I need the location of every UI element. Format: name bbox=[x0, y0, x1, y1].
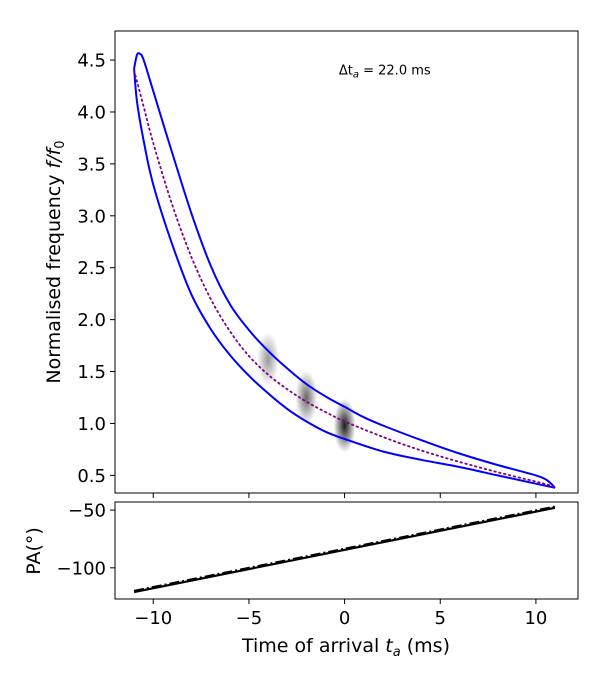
time-xtick-label: −10 bbox=[134, 608, 172, 629]
freq-ytick-label: 2.5 bbox=[77, 258, 106, 279]
envelope-lower bbox=[133, 68, 556, 489]
freq-ytick-label: 4.5 bbox=[77, 51, 106, 72]
pa-dashdot bbox=[133, 505, 556, 592]
time-xtick-label: −5 bbox=[236, 608, 263, 629]
pa-solid bbox=[133, 506, 556, 594]
delta-t-annotation: Δta = 22.0 ms bbox=[339, 63, 431, 80]
drift-center bbox=[133, 69, 556, 488]
freq-ytick-label: 2.0 bbox=[77, 310, 106, 331]
frequency-axes-frame bbox=[114, 30, 579, 494]
pa-axis-label: PA(°) bbox=[23, 527, 45, 575]
curve-layer bbox=[133, 52, 556, 489]
pa-ytick-label: −50 bbox=[68, 501, 106, 522]
time-xtick-label: 10 bbox=[524, 608, 547, 629]
freq-ytick-label: 4.0 bbox=[77, 102, 106, 123]
freq-ytick-label: 3.5 bbox=[77, 154, 106, 175]
pa-axes-frame bbox=[114, 501, 579, 600]
burst-1 bbox=[295, 370, 318, 425]
pa-panel: −100−50−10 −5 0 5 10 PA(°) Time of arrival t… bbox=[23, 501, 579, 660]
pa-curve-layer bbox=[133, 505, 556, 594]
freq-ytick-label: 3.0 bbox=[77, 206, 106, 227]
frequency-panel: 0.5 1.0 1.5 2.0 2.5 3.0 3.5 4.0 4.5 Δta = 22.0 m… bbox=[43, 30, 579, 498]
burst-2 bbox=[333, 398, 356, 453]
freq-ytick-label: 1.0 bbox=[77, 414, 106, 435]
freq-ytick-label: 1.5 bbox=[77, 362, 106, 383]
pa-ytick-label: −100 bbox=[57, 558, 106, 579]
envelope-upper bbox=[133, 52, 556, 489]
burst-layer bbox=[257, 332, 356, 453]
time-xtick-label: 5 bbox=[435, 608, 446, 629]
pa-ticks: −100−50−10 −5 0 5 10 bbox=[57, 501, 548, 629]
frequency-ticks: 0.5 1.0 1.5 2.0 2.5 3.0 3.5 4.0 4.5 bbox=[77, 51, 537, 498]
time-xtick-label: 0 bbox=[339, 608, 350, 629]
frequency-axis-label: Normalised frequency f/f0 bbox=[43, 140, 68, 383]
freq-ytick-label: 0.5 bbox=[77, 466, 106, 487]
time-axis-label: Time of arrival ta (ms) bbox=[241, 635, 450, 660]
